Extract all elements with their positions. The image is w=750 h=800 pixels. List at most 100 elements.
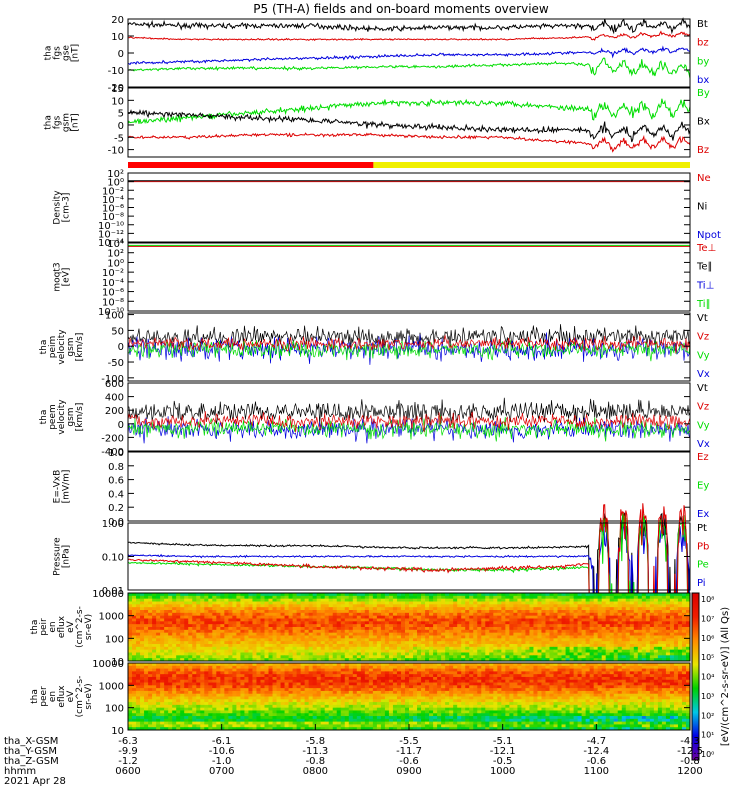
heatmap-cell — [364, 663, 370, 667]
heatmap-cell — [637, 641, 643, 645]
heatmap-cell — [681, 658, 687, 662]
heatmap-cell — [521, 618, 526, 622]
heatmap-cell — [625, 598, 631, 602]
heatmap-cell — [601, 624, 607, 628]
heatmap-cell — [392, 593, 398, 597]
heatmap-cell — [224, 621, 229, 625]
heatmap-cell — [441, 621, 446, 625]
heatmap-cell — [128, 688, 133, 692]
heatmap-cell — [489, 607, 494, 611]
heatmap-cell — [517, 621, 522, 625]
heatmap-cell — [589, 629, 595, 634]
y-axis-label: gsm — [62, 113, 72, 132]
heatmap-cell — [324, 671, 330, 675]
heatmap-cell — [260, 604, 265, 608]
y-tick-label: 10⁻⁴ — [102, 278, 124, 289]
heatmap-cell — [661, 598, 667, 602]
heatmap-cell — [641, 652, 647, 656]
heatmap-cell — [413, 629, 418, 634]
heatmap-cell — [180, 655, 185, 659]
heatmap-cell — [196, 665, 201, 669]
heatmap-cell — [332, 610, 338, 614]
heatmap-cell — [501, 682, 506, 686]
heatmap-cell — [545, 627, 550, 631]
heatmap-cell — [144, 604, 149, 608]
heatmap-cell — [272, 638, 277, 642]
heatmap-cell — [232, 618, 237, 622]
heatmap-cell — [433, 612, 438, 617]
heatmap-cell — [180, 641, 185, 645]
heatmap-cell — [545, 671, 550, 675]
heatmap-cell — [681, 674, 687, 678]
heatmap-cell — [617, 604, 623, 608]
heatmap-cell — [601, 685, 607, 689]
heatmap-cell — [172, 632, 177, 636]
heatmap-cell — [493, 593, 498, 597]
heatmap-cell — [340, 607, 346, 611]
heatmap-cell — [441, 688, 446, 692]
heatmap-cell — [445, 624, 450, 628]
heatmap-cell — [140, 685, 145, 689]
heatmap-cell — [517, 607, 522, 611]
heatmap-cell — [465, 632, 470, 636]
heatmap-cell — [284, 682, 289, 686]
heatmap-cell — [272, 624, 277, 628]
heatmap-cell — [212, 598, 217, 602]
heatmap-cell — [212, 624, 217, 628]
heatmap-cell — [433, 598, 438, 602]
heatmap-cell — [541, 635, 546, 639]
heatmap-cell — [685, 615, 691, 619]
heatmap-cell — [232, 668, 237, 672]
heatmap-cell — [569, 658, 574, 662]
heatmap-cell — [557, 610, 562, 614]
heatmap-cell — [625, 593, 631, 597]
heatmap-cell — [577, 676, 583, 681]
heatmap-cell — [469, 627, 474, 631]
heatmap-cell — [352, 598, 358, 602]
heatmap-cell — [196, 644, 201, 648]
heatmap-cell — [376, 615, 382, 619]
heatmap-cell — [204, 688, 209, 692]
heatmap-cell — [372, 668, 378, 672]
heatmap-cell — [553, 646, 558, 651]
heatmap-cell — [268, 610, 273, 614]
heatmap-cell — [140, 627, 145, 631]
heatmap-cell — [621, 682, 627, 686]
heatmap-cell — [557, 624, 562, 628]
heatmap-cell — [148, 621, 153, 625]
heatmap-cell — [256, 593, 261, 597]
heatmap-cell — [549, 663, 554, 667]
heatmap-cell — [473, 593, 478, 597]
heatmap-cell — [497, 615, 502, 619]
heatmap-cell — [569, 688, 574, 692]
heatmap-cell — [545, 624, 550, 628]
heatmap-cell — [324, 674, 330, 678]
heatmap-cell — [320, 624, 326, 628]
heatmap-cell — [332, 593, 338, 597]
heatmap-cell — [625, 638, 631, 642]
heatmap-cell — [465, 658, 470, 662]
heatmap-cell — [132, 598, 137, 602]
heatmap-cell — [645, 652, 651, 656]
heatmap-cell — [212, 652, 217, 656]
heatmap-cell — [184, 624, 189, 628]
heatmap-cell — [681, 629, 687, 634]
heatmap-cell — [465, 641, 470, 645]
heatmap-cell — [264, 663, 269, 667]
heatmap-cell — [380, 621, 386, 625]
heatmap-cell — [220, 607, 225, 611]
heatmap-cell — [649, 663, 655, 667]
heatmap-cell — [132, 607, 137, 611]
heatmap-cell — [252, 644, 257, 648]
heatmap-cell — [184, 604, 189, 608]
heatmap-cell — [489, 682, 494, 686]
heatmap-cell — [433, 595, 438, 600]
heatmap-cell — [328, 682, 334, 686]
heatmap-cell — [613, 679, 619, 683]
heatmap-cell — [545, 593, 550, 597]
heatmap-cell — [537, 612, 542, 617]
heatmap-cell — [473, 598, 478, 602]
heatmap-cell — [465, 652, 470, 656]
heatmap-cell — [553, 610, 558, 614]
heatmap-cell — [312, 668, 318, 672]
